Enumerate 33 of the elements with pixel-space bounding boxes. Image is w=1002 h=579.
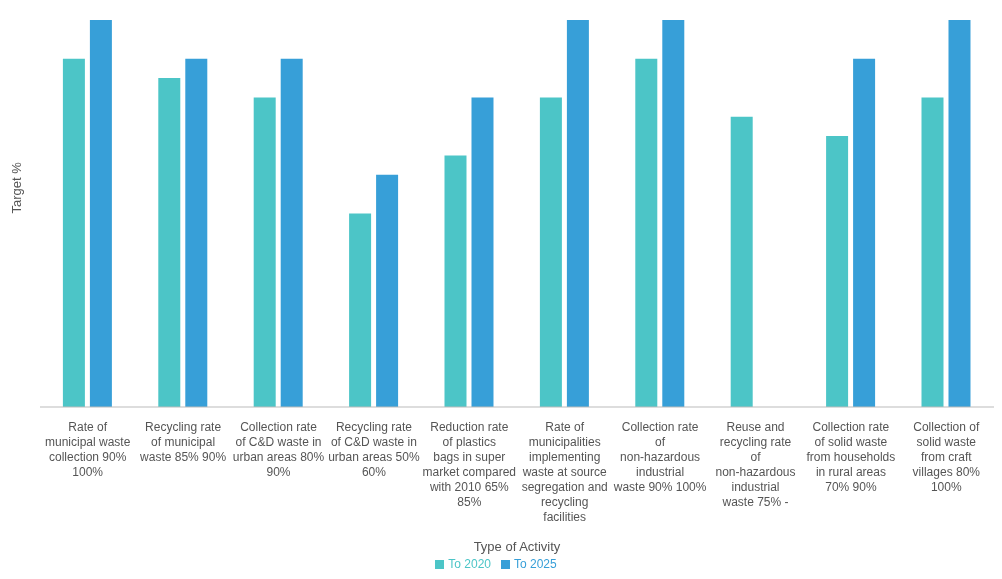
bar bbox=[662, 20, 685, 407]
bar bbox=[853, 58, 876, 407]
bar bbox=[280, 58, 303, 407]
bar bbox=[948, 20, 971, 407]
bar bbox=[921, 97, 944, 407]
x-tick-label: Rate of municipalities implementing waste at source segregation and recycling facilities bbox=[521, 419, 608, 524]
x-tick-label: Collection of solid waste from craft villages 80% 100% bbox=[912, 419, 981, 494]
x-tick-label: Rate of municipal waste collection 90% 100% bbox=[45, 419, 131, 479]
legend-label: To 2020 bbox=[448, 557, 491, 571]
bar bbox=[158, 78, 181, 407]
x-tick-label: Reuse and recycling rate of non-hazardous industrial waste 75% - bbox=[715, 419, 796, 509]
x-axis-title: Type of Activity bbox=[473, 539, 561, 554]
x-tick-label: Collection rate of non-hazardous industrial waste 90% 100% bbox=[612, 419, 707, 494]
x-tick-label: Collection rate of solid waste from households in rural areas 70% 90% bbox=[806, 419, 896, 494]
x-tick-label: Recycling rate of C&D waste in urban areas 50% 60% bbox=[328, 419, 420, 479]
y-axis-title: Target % bbox=[8, 161, 24, 214]
bar bbox=[730, 116, 753, 407]
bar bbox=[62, 58, 85, 407]
legend-label: To 2025 bbox=[514, 557, 557, 571]
bar bbox=[89, 20, 112, 407]
bar bbox=[539, 97, 562, 407]
bar bbox=[376, 174, 399, 407]
bar bbox=[566, 20, 589, 407]
bar bbox=[635, 58, 658, 407]
bar bbox=[826, 136, 849, 407]
bar bbox=[444, 155, 467, 407]
bar bbox=[471, 97, 494, 407]
bar bbox=[349, 213, 372, 407]
bar bbox=[185, 58, 208, 407]
x-tick-label: Reduction rate of plastics bags in super market compared with 2010 65% 85% bbox=[422, 419, 516, 509]
x-tick-label: Collection rate of C&D waste in urban areas 80% 90% bbox=[232, 419, 325, 479]
bar bbox=[253, 97, 276, 407]
x-tick-label: Recycling rate of municipal waste 85% 90% bbox=[139, 419, 227, 464]
